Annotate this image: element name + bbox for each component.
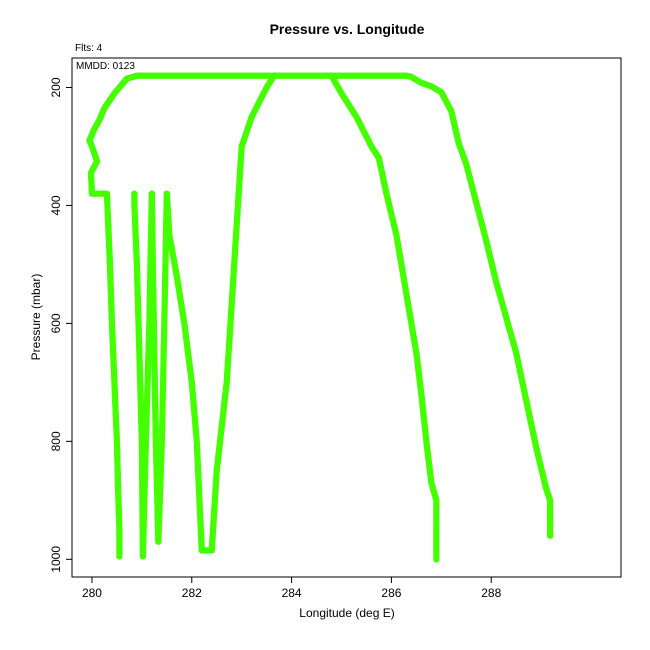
x-axis-title: Longitude (deg E)	[299, 606, 394, 620]
flights-note: Flts: 4	[75, 43, 103, 54]
y-tick-label: 400	[49, 195, 63, 215]
data-point	[270, 72, 278, 79]
data-point	[433, 556, 440, 563]
x-tick-label: 288	[481, 586, 501, 600]
x-tick-label: 280	[82, 586, 102, 600]
date-note: MMDD: 0123	[76, 61, 135, 72]
x-tick-label: 282	[182, 586, 202, 600]
y-axis-title: Pressure (mbar)	[29, 274, 43, 361]
data-points	[86, 72, 554, 563]
x-axis: 280 282 284 286 288	[82, 577, 502, 600]
plot-frame	[71, 57, 622, 578]
y-tick-label: 1000	[49, 546, 63, 573]
data-point	[546, 532, 554, 539]
y-tick-label: 800	[49, 431, 63, 451]
y-tick-label: 600	[49, 313, 63, 333]
chart-title: Pressure vs. Longitude	[270, 21, 425, 37]
x-tick-label: 286	[381, 586, 401, 600]
y-axis: 200 400 600 800 1000	[49, 77, 72, 573]
x-tick-label: 284	[282, 586, 302, 600]
y-tick-label: 200	[49, 77, 63, 97]
